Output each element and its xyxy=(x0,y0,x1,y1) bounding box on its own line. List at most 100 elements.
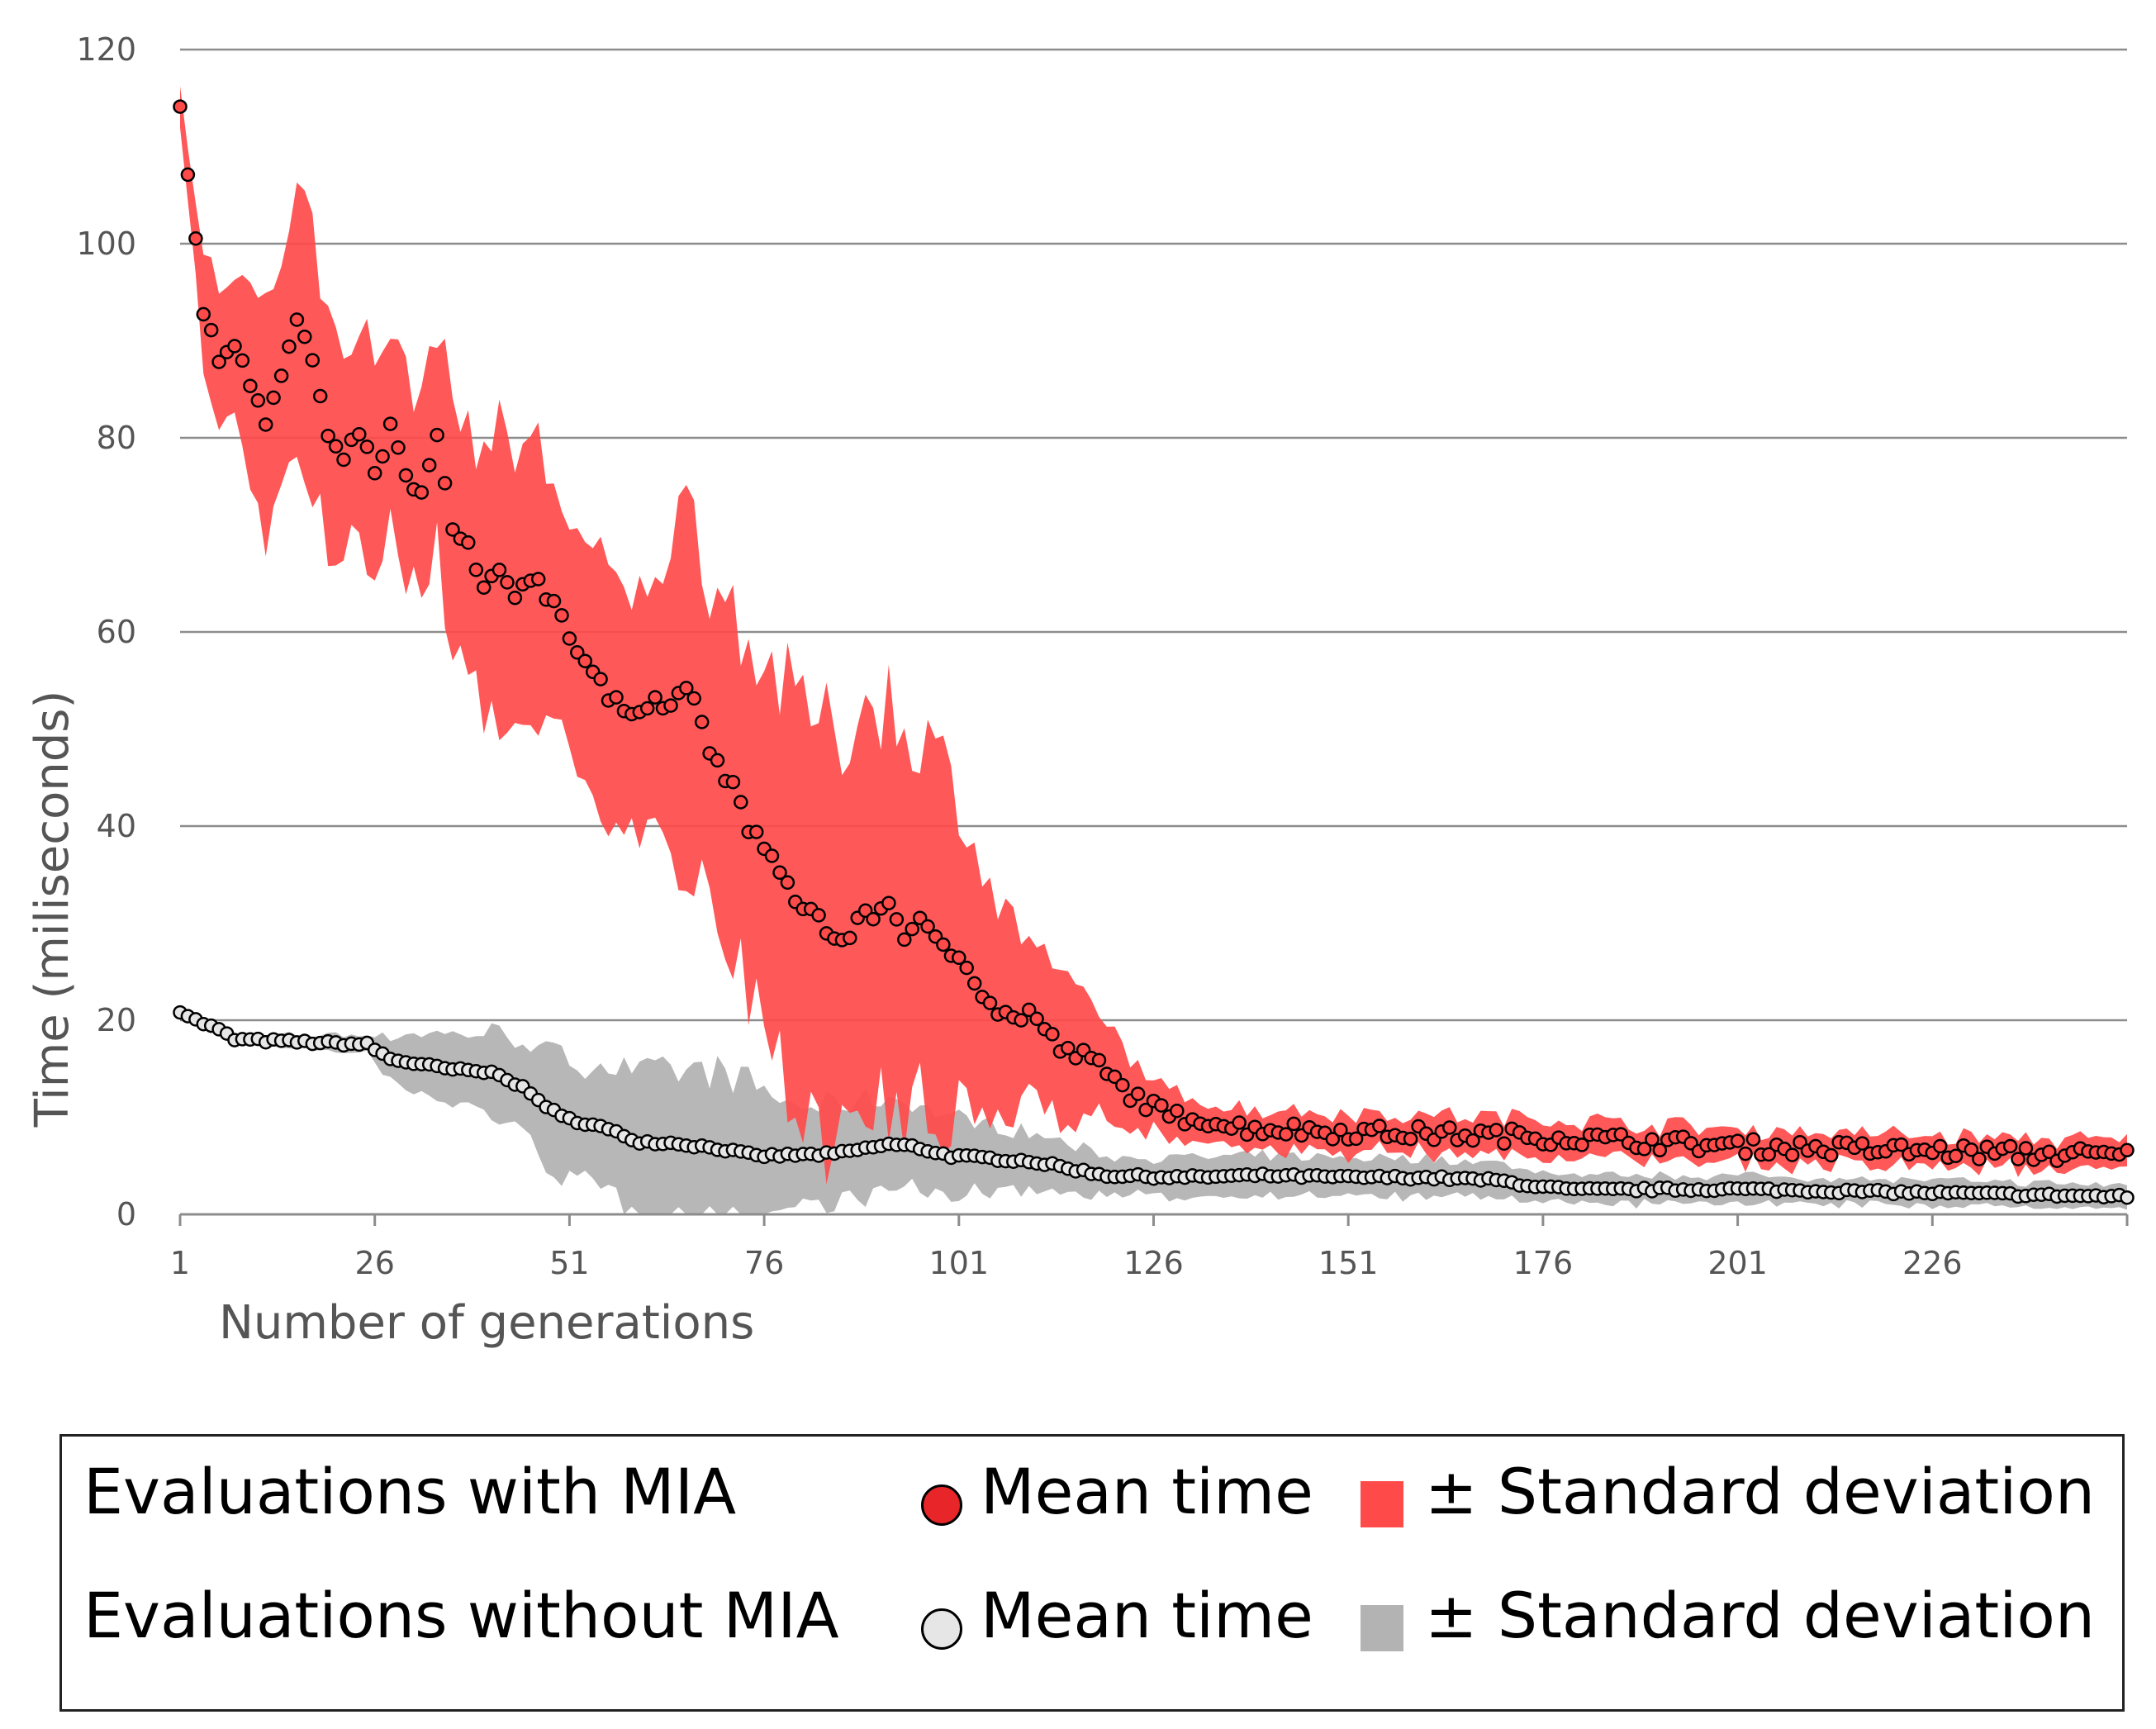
x-tick-label: 1 xyxy=(170,1245,190,1281)
mean-point-series-0 xyxy=(250,393,266,408)
mean-point-series-0 xyxy=(663,698,678,713)
x-tick-label: 51 xyxy=(549,1245,589,1281)
mean-point-series-0 xyxy=(936,937,951,952)
mean-point-series-0 xyxy=(1115,1077,1130,1093)
mean-point-series-0 xyxy=(562,631,577,646)
legend-series-with-mia: Evaluations with MIA xyxy=(83,1455,737,1528)
mean-point-series-0 xyxy=(811,908,826,923)
mean-point-series-0 xyxy=(866,911,881,927)
mean-point-series-0 xyxy=(391,440,406,455)
chart-area: 0 20 40 60 80 100 120 1 26 51 76 101 126 151 176 201 226… xyxy=(26,31,2135,1350)
mean-point-series-0 xyxy=(328,439,344,454)
mean-point-series-0 xyxy=(772,865,787,881)
x-tick-label: 26 xyxy=(355,1245,395,1281)
mean-point-series-0 xyxy=(1279,1127,1294,1142)
mean-point-series-0 xyxy=(203,322,219,338)
mean-point-series-0 xyxy=(1021,1002,1037,1018)
mean-point-series-0 xyxy=(243,378,258,393)
mean-point-series-0 xyxy=(710,753,725,768)
mean-point-series-0 xyxy=(421,458,437,473)
mean-point-series-0 xyxy=(959,960,974,976)
mean-point-series-0 xyxy=(1442,1120,1457,1135)
mean-point-series-0 xyxy=(1170,1103,1185,1119)
mean-point-series-0 xyxy=(2041,1144,2057,1160)
mean-point-series-0 xyxy=(1138,1102,1153,1118)
mean-point-series-0 xyxy=(1333,1123,1348,1138)
mean-point-series-0 xyxy=(1854,1136,1870,1151)
mean-point-series-0 xyxy=(273,368,289,383)
mean-point-series-0 xyxy=(266,390,281,406)
mean-point-series-0 xyxy=(1232,1115,1247,1130)
mean-point-series-0 xyxy=(2018,1141,2034,1156)
y-tick-label: 0 xyxy=(116,1196,136,1233)
mean-point-series-0 xyxy=(1497,1136,1512,1151)
mean-point-series-0 xyxy=(1045,1027,1060,1042)
legend-row-with-mia: Evaluations with MIA Mean time ± Standar… xyxy=(62,1437,2122,1560)
legend-mean-time-without-mia: Mean time xyxy=(981,1579,1313,1652)
y-tick-label: 60 xyxy=(97,614,136,650)
mean-point-series-0 xyxy=(398,468,414,483)
mean-point-series-0 xyxy=(305,353,321,368)
mean-point-series-0 xyxy=(1823,1147,1839,1163)
mean-point-series-0 xyxy=(352,426,367,442)
mean-point-series-0 xyxy=(336,452,351,468)
mean-point-series-0 xyxy=(507,590,523,606)
mean-point-series-0 xyxy=(1325,1132,1341,1147)
mean-point-series-0 xyxy=(1730,1133,1745,1148)
mean-point-series-0 xyxy=(1964,1142,1979,1157)
mean-point-series-0 xyxy=(577,653,593,668)
mean-point-series-0 xyxy=(554,608,569,623)
mean-point-series-0 xyxy=(1372,1119,1387,1133)
mean-point-series-0 xyxy=(2011,1152,2025,1166)
mean-point-series-0 xyxy=(1652,1142,1668,1158)
mean-point-series-0 xyxy=(593,672,608,686)
mean-point-series-0 xyxy=(609,690,624,705)
mean-point-series-0 xyxy=(382,416,398,431)
mean-point-series-0 xyxy=(1061,1040,1076,1056)
std-bands xyxy=(180,86,2127,1214)
mean-point-series-0 xyxy=(312,388,328,404)
mean-point-series-0 xyxy=(321,428,335,444)
mean-point-series-0 xyxy=(530,572,546,587)
mean-point-series-0 xyxy=(546,593,562,609)
mean-point-series-0 xyxy=(889,912,905,927)
mean-point-series-0 xyxy=(952,950,966,966)
y-tick-label: 20 xyxy=(97,1002,136,1038)
mean-point-series-0 xyxy=(445,522,460,537)
mean-point-series-0 xyxy=(1348,1131,1364,1147)
mean-point-series-0 xyxy=(2120,1142,2135,1158)
x-tick-label: 176 xyxy=(1513,1245,1574,1281)
mean-point-series-0 xyxy=(1932,1138,1948,1154)
y-tick-label: 120 xyxy=(76,31,136,68)
legend-row-without-mia: Evaluations without MIA Mean time ± Stan… xyxy=(62,1560,2122,1684)
mean-point-series-0 xyxy=(367,466,382,481)
mean-point-series-0 xyxy=(1029,1011,1044,1027)
mean-point-series-0 xyxy=(375,449,390,464)
mean-point-series-0 xyxy=(173,99,188,114)
mean-point-series-0 xyxy=(227,339,242,354)
mean-point-series-0 xyxy=(476,580,492,595)
mean-point-series-0 xyxy=(1286,1116,1301,1132)
mean-point-series-0 xyxy=(920,919,935,934)
gray-circle-icon xyxy=(921,1608,962,1650)
legend-mean-time-with-mia: Mean time xyxy=(981,1455,1313,1528)
gray-square-icon xyxy=(1361,1605,1403,1651)
x-axis-title: Number of generations xyxy=(219,1296,754,1350)
legend-std-with-mia: ± Standard deviation xyxy=(1425,1455,2095,1528)
mean-point-series-0 xyxy=(679,681,694,696)
mean-point-series-0 xyxy=(235,353,250,368)
std-band-series-1 xyxy=(180,1009,2127,1214)
mean-point-series-0 xyxy=(289,312,305,327)
legend-series-without-mia: Evaluations without MIA xyxy=(83,1579,839,1652)
mean-point-series-0 xyxy=(1738,1146,1753,1161)
mean-point-series-0 xyxy=(686,691,701,706)
mean-point-series-0 xyxy=(843,930,857,946)
mean-point-series-0 xyxy=(196,306,211,322)
mean-point-series-0 xyxy=(359,439,375,454)
y-axis-title: Time (miliseconds) xyxy=(26,691,79,1128)
mean-point-series-0 xyxy=(1972,1152,1987,1166)
mean-point-series-0 xyxy=(1761,1147,1777,1162)
mean-point-series-0 xyxy=(211,354,226,369)
